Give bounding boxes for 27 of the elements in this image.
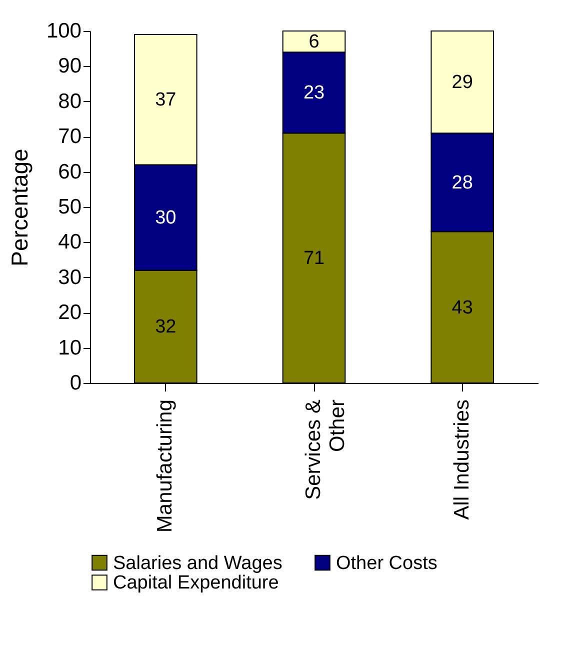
y-tick-label: 60	[58, 160, 82, 184]
y-tick-label: 70	[58, 125, 82, 148]
y-tick-label: 30	[58, 266, 82, 289]
data-label: 37	[155, 90, 176, 111]
y-tick-label: 100	[46, 20, 82, 42]
x-tick-label: Manufacturing	[154, 400, 177, 533]
y-tick-label: 10	[58, 336, 82, 360]
x-tick-label: All Industries	[450, 400, 474, 520]
y-tick-label: 90	[58, 54, 82, 78]
y-tick-label: 0	[70, 372, 82, 394]
legend-label: Salaries and Wages	[113, 552, 282, 574]
y-tick-label: 40	[58, 230, 82, 254]
data-label: 30	[155, 208, 176, 229]
legend-label: Other Costs	[336, 552, 438, 574]
y-tick-label: 20	[58, 301, 82, 324]
x-tick-label: Services & Other	[302, 400, 349, 500]
y-axis-title: Percentage	[6, 148, 32, 266]
data-label: 23	[303, 82, 325, 104]
data-label: 29	[452, 72, 473, 94]
legend-label: Capital Expenditure	[113, 572, 279, 594]
y-tick-label: 80	[58, 90, 82, 113]
data-label: 28	[452, 172, 473, 194]
data-label: 6	[308, 32, 320, 53]
data-label: 32	[155, 316, 176, 338]
data-label: 71	[303, 248, 325, 270]
y-tick-label: 50	[58, 196, 82, 218]
data-label: 43	[452, 297, 473, 318]
